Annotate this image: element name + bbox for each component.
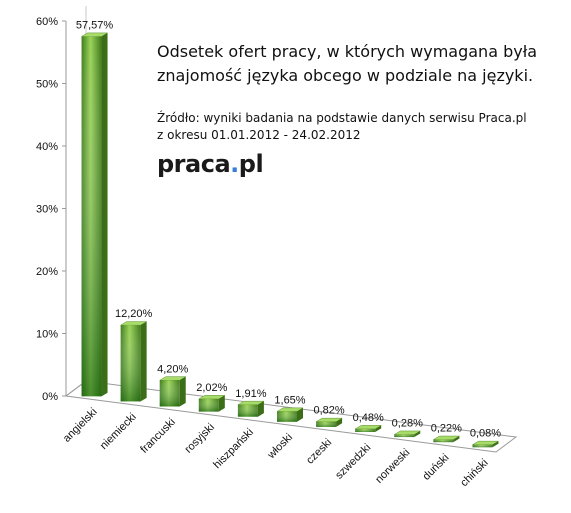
y-tick-label: 0% (42, 391, 58, 403)
source-line-2: z okresu 01.01.2012 - 24.02.2012 (157, 128, 361, 142)
value-label-angielski: 57,57% (76, 20, 114, 32)
bar-francuski (158, 376, 187, 407)
bar-duński (432, 435, 461, 443)
x-label-szwedzki: szwedzki (333, 442, 373, 482)
y-tick-label: 40% (36, 141, 58, 153)
praca-logo: praca.pl (157, 150, 264, 178)
value-label-norweski: 0,28% (392, 418, 423, 430)
title-line-1: Odsetek ofert pracy, w których wymagana … (157, 42, 538, 61)
value-label-włoski: 1,65% (274, 394, 305, 406)
y-axis-ticks: 0% 10% 20% 30% 40% 50% 60% (36, 16, 66, 403)
x-label-duński: duński (421, 452, 452, 483)
value-label-szwedzki: 0,48% (353, 412, 384, 424)
x-label-włoski: włoski (265, 431, 295, 461)
logo-dot: . (230, 150, 239, 178)
bar-chiński (471, 440, 500, 448)
bar-szwedzki (354, 425, 383, 432)
y-tick-label: 30% (36, 204, 58, 216)
source-line-1: Źródło: wyniki badania na podstawie dany… (157, 111, 527, 125)
value-label-chiński: 0,08% (470, 428, 501, 440)
bar-hiszpański (237, 400, 265, 417)
x-label-hiszpański: hiszpański (211, 426, 256, 471)
x-label-rosyjski: rosyjski (183, 421, 217, 455)
bar-czeski (315, 417, 343, 427)
value-label-rosyjski: 2,02% (196, 382, 227, 394)
value-label-niemiecki: 12,20% (115, 308, 153, 320)
logo-main-text: praca (157, 150, 231, 178)
y-tick-label: 20% (36, 266, 58, 278)
source-note: Źródło: wyniki badania na podstawie dany… (157, 110, 557, 144)
x-label-norweski: norweski (373, 447, 412, 486)
y-tick-label: 10% (36, 329, 58, 341)
value-labels: 57,57% 12,20% 4,20% 2,02% 1,91% 1,65% 0,82% 0,4… (76, 20, 501, 440)
bar-norweski (393, 430, 422, 438)
bar-włoski (276, 407, 304, 422)
logo-tail-text: pl (238, 150, 264, 178)
bar-rosyjski (197, 395, 226, 412)
title-line-2: znajomość języka obcego w podziale na ję… (157, 66, 534, 85)
value-label-francuski: 4,20% (157, 363, 188, 375)
value-label-czeski: 0,82% (313, 405, 344, 417)
y-tick-label: 60% (36, 16, 58, 28)
x-label-francuski: francuski (138, 416, 178, 456)
x-label-niemiecki: niemiecki (98, 411, 139, 452)
bars (80, 32, 500, 448)
bar-angielski (80, 32, 109, 397)
value-label-duński: 0,22% (431, 423, 462, 435)
x-label-angielski: angielski (61, 406, 100, 445)
value-label-hiszpański: 1,91% (235, 388, 266, 400)
y-tick-label: 50% (36, 79, 58, 91)
chart-title: Odsetek ofert pracy, w których wymagana … (157, 40, 557, 88)
bar-niemiecki (119, 321, 148, 402)
x-label-czeski: czeski (304, 437, 334, 467)
x-label-chiński: chiński (458, 457, 490, 489)
